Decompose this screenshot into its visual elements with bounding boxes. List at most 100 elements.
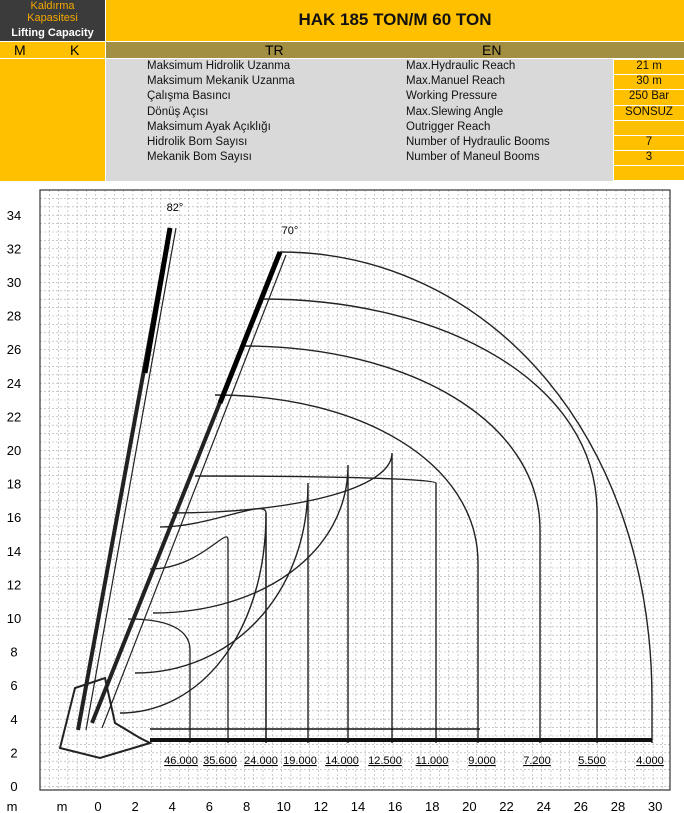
spec-en: Max.Hydraulic Reach [406,60,516,72]
chart-frame [39,189,671,791]
y-axis-label: 22 [7,409,21,424]
boom-tip [217,251,283,404]
value-cell [614,75,684,90]
spec-value: 30 m [636,75,662,88]
spec-value: 21 m [636,60,662,72]
spec-en: Number of Hydraulic Booms [406,136,550,148]
x-axis-label: 2 [132,799,139,813]
x-axis-label: 30 [648,799,662,813]
col-tr: TR [265,42,284,58]
value-cell [614,60,684,75]
mid-col [106,59,613,181]
x-axis-label: 22 [499,799,513,813]
spec-tr: Çalışma Basıncı [147,90,231,103]
y-axis-label: 32 [7,241,21,256]
reach-arc [194,475,437,743]
spec-tr: Hidrolik Bom Sayısı [147,136,248,148]
spec-en: Max.Slewing Angle [406,105,504,118]
y-axis-label: 12 [7,577,21,592]
y-axis-label: 20 [7,443,21,458]
capacity-label: 9.000 [468,755,496,767]
reach-arc [134,482,309,743]
lang-bar [106,42,684,58]
boom-tip [142,227,173,374]
y-axis-label: 8 [10,645,17,660]
y-axis-label: 2 [10,745,17,760]
y-axis-label: 6 [10,678,17,693]
value-cell [614,166,684,181]
x-axis-label: 14 [351,799,365,813]
spec-tr: Mekanik Bom Sayısı [147,151,252,164]
capacity-label: 7.200 [523,755,551,767]
title: HAK 185 TON/M 60 TON [298,10,492,29]
crane-base [58,676,153,760]
y-axis-label: 4 [10,712,17,727]
reach-arc [214,394,479,743]
y-axis-label: 18 [7,477,21,492]
x-axis-label: 16 [388,799,402,813]
x-axis-label: 18 [425,799,439,813]
spec-value: 7 [645,136,653,148]
y-axis-label: 24 [7,376,21,391]
boom [85,227,177,731]
col-en: EN [482,42,502,58]
x-axis-label: 26 [574,799,588,813]
header-label-tr: Kaldırma Kapasitesi [27,0,78,24]
reach-arc [152,464,349,743]
header-label-en: Lifting Capacity [11,27,94,39]
y-unit: m [7,799,18,813]
spec-tr: Maksimum Mekanik Uzanma [147,75,295,88]
spec-tr: Maksimum Ayak Açıklığı [147,120,271,133]
y-axis-label: 26 [7,342,21,357]
value-cell [614,90,684,105]
reach-arc [149,536,229,743]
spec-value: 250 Bar [628,90,670,103]
capacity-label: 11.000 [416,755,449,767]
y-axis-label: 16 [7,510,21,525]
x-axis-label: 12 [314,799,328,813]
reach-arc [171,452,393,743]
spec-en: Number of Maneul Booms [406,151,540,164]
angle-label: 70° [282,225,299,237]
reach-arc [119,512,267,743]
x-axis-label: 4 [169,799,176,813]
value-cell [614,151,684,166]
y-axis-label: 0 [10,779,17,794]
capacity-label: 19.000 [283,755,317,767]
capacity-label: 24.000 [244,755,278,767]
x-axis-label: 20 [462,799,476,813]
y-axis-label: 34 [7,208,21,223]
header-box [0,0,105,41]
x-axis-label: 8 [243,799,250,813]
mk-bar [0,42,105,58]
x-axis-label: 24 [536,799,550,813]
spec-en: Outrigger Reach [406,120,491,133]
x-axis-label: 10 [276,799,290,813]
y-axis-label: 14 [7,544,21,559]
boom [101,254,287,729]
reach-arc [261,298,598,743]
col-m: M [14,42,26,58]
y-axis-label: 10 [7,611,21,626]
capacity-label: 5.500 [578,755,606,767]
reach-arc [159,508,267,743]
x-axis-label: 28 [611,799,625,813]
spec-value: SONSUZ [625,105,673,118]
x-unit: m [57,799,68,813]
angle-label: 82° [167,202,184,214]
y-axis-label: 30 [7,275,21,290]
spec-tr: Dönüş Açısı [147,105,209,118]
value-cell [614,120,684,135]
reach-arc [242,345,541,743]
x-axis-label: 6 [206,799,213,813]
col-k: K [70,42,80,58]
reach-arc [279,251,653,743]
value-cell [614,105,684,120]
x-axis-label: 0 [94,799,101,813]
spec-en: Working Pressure [406,90,498,103]
left-col [0,59,105,181]
capacity-label: 46.000 [164,755,198,767]
capacity-label: 4.000 [636,755,664,767]
